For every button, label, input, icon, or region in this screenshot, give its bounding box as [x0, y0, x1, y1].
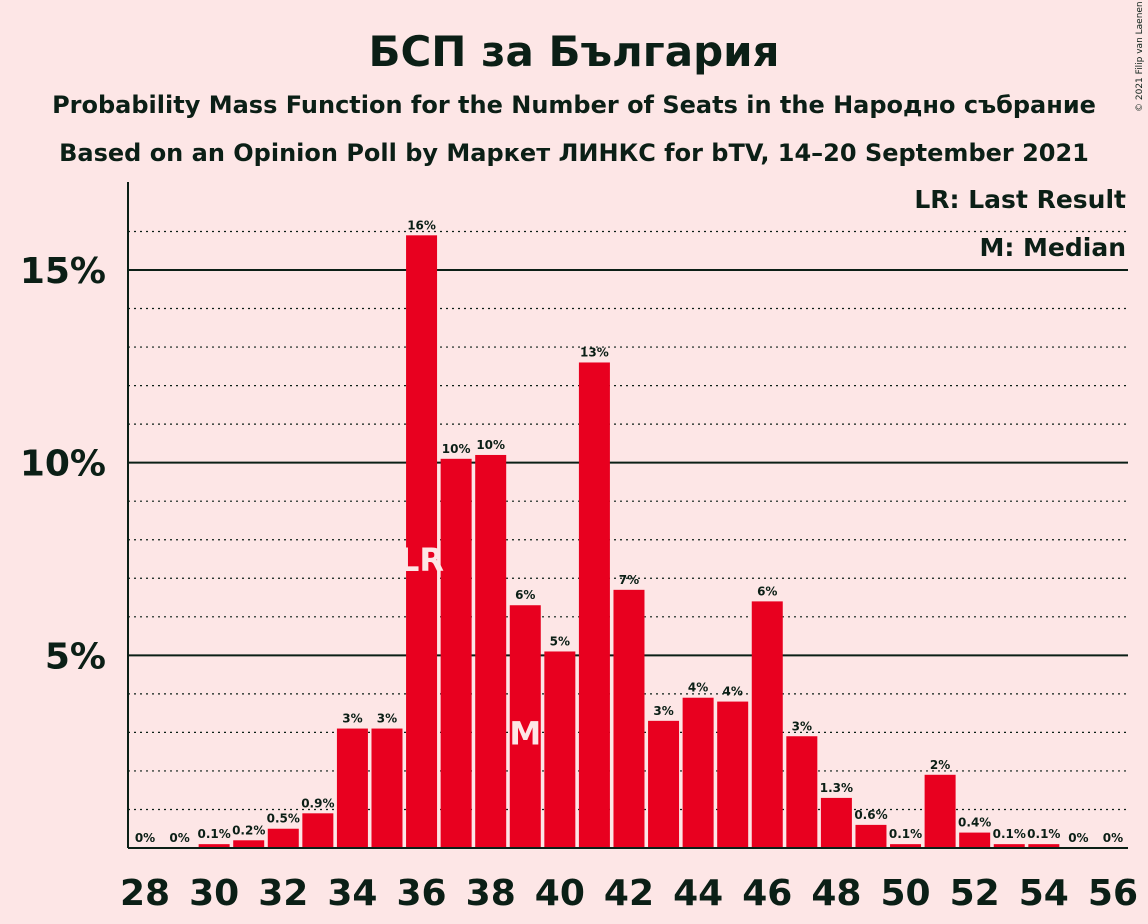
bar	[267, 828, 299, 848]
chart-subtitle-1: Probability Mass Function for the Number…	[52, 91, 1096, 119]
bar	[440, 458, 472, 848]
legend-last-result: LR: Last Result	[914, 185, 1126, 214]
bar-value-label: 4%	[688, 681, 708, 695]
bar	[924, 774, 956, 848]
bar	[613, 589, 645, 848]
bar	[890, 844, 922, 848]
markers: LR M	[399, 541, 541, 752]
axes	[127, 182, 1128, 849]
x-tick-label: 40	[535, 873, 585, 914]
bar	[544, 651, 576, 848]
bar	[959, 832, 991, 848]
copyright-note: © 2021 Filip van Laenen	[1135, 1, 1145, 112]
bar	[578, 362, 610, 848]
bar	[198, 844, 230, 848]
bar	[233, 840, 265, 848]
bar	[682, 697, 714, 848]
x-tick-label: 34	[327, 873, 377, 914]
x-tick-label: 44	[673, 873, 723, 914]
bar-value-label: 0%	[135, 831, 155, 845]
bar-value-label: 0.5%	[267, 812, 300, 826]
legend-median: M: Median	[979, 233, 1126, 262]
y-tick-labels: 5% 10% 15%	[20, 251, 106, 677]
bar	[371, 728, 403, 848]
bar-value-label: 0%	[169, 831, 189, 845]
bar-value-label: 0%	[1103, 831, 1123, 845]
bar-value-label: 2%	[930, 758, 950, 772]
bar-value-label: 6%	[757, 584, 777, 598]
bar-value-labels: 0% 0% 0.1% 0.2%0.5%0.9%3% 3%16%10% 10%6%5%13%…	[135, 218, 1123, 845]
last-result-marker: LR	[399, 541, 444, 579]
bar-value-label: 5%	[550, 634, 570, 648]
bar	[820, 797, 852, 848]
x-tick-label: 30	[189, 873, 239, 914]
bar-value-label: 0.9%	[301, 796, 334, 810]
bar-value-label: 0.1%	[1027, 827, 1060, 841]
bar	[302, 813, 334, 848]
x-tick-label: 28	[120, 873, 170, 914]
y-tick-label: 5%	[45, 636, 106, 677]
bar-value-label: 0.1%	[993, 827, 1026, 841]
y-tick-label: 15%	[20, 251, 106, 292]
chart-title: БСП за България	[368, 27, 779, 76]
bar-value-label: 13%	[580, 345, 609, 359]
x-tick-label: 38	[466, 873, 516, 914]
bar-value-label: 6%	[515, 588, 535, 602]
bar-value-label: 0.6%	[854, 808, 887, 822]
chart-subtitle-2: Based on an Opinion Poll by Маркет ЛИНКС…	[59, 139, 1089, 167]
x-tick-label: 48	[811, 873, 861, 914]
bar	[336, 728, 368, 848]
bar-value-label: 1.3%	[820, 781, 853, 795]
bar	[855, 824, 887, 848]
bar-value-label: 0.1%	[889, 827, 922, 841]
bar-value-label: 3%	[342, 712, 362, 726]
x-tick-label: 52	[950, 873, 1000, 914]
x-tick-label: 54	[1019, 873, 1069, 914]
bar-value-label: 0.4%	[958, 816, 991, 830]
x-tick-label: 50	[880, 873, 930, 914]
bar-value-label: 10%	[476, 438, 505, 452]
bar	[509, 605, 541, 848]
bar	[475, 454, 507, 848]
bar-value-label: 7%	[619, 573, 639, 587]
x-tick-label: 56	[1088, 873, 1138, 914]
bar-value-label: 0.2%	[232, 823, 265, 837]
bar	[648, 720, 680, 848]
bar	[406, 235, 438, 848]
bar-value-label: 0%	[1068, 831, 1088, 845]
bar-value-label: 10%	[442, 442, 471, 456]
bar-value-label: 3%	[377, 712, 397, 726]
bar	[1028, 844, 1060, 848]
bar	[717, 701, 749, 848]
bar-value-label: 3%	[792, 719, 812, 733]
bar	[751, 601, 783, 848]
bar	[993, 844, 1025, 848]
x-tick-label: 46	[742, 873, 792, 914]
bar-value-label: 4%	[723, 685, 743, 699]
x-tick-label: 36	[397, 873, 447, 914]
y-tick-label: 10%	[20, 444, 106, 485]
x-tick-label: 42	[604, 873, 654, 914]
x-tick-label: 32	[258, 873, 308, 914]
bar-value-label: 16%	[407, 218, 436, 232]
bar	[786, 736, 818, 848]
bar-value-label: 0.1%	[197, 827, 230, 841]
bar-value-label: 3%	[653, 704, 673, 718]
x-tick-labels: 28 30 32 34 36 38 40 42 44 46 48 50 52 54 56	[120, 873, 1138, 914]
median-marker: M	[509, 714, 541, 752]
bars	[198, 235, 1060, 848]
